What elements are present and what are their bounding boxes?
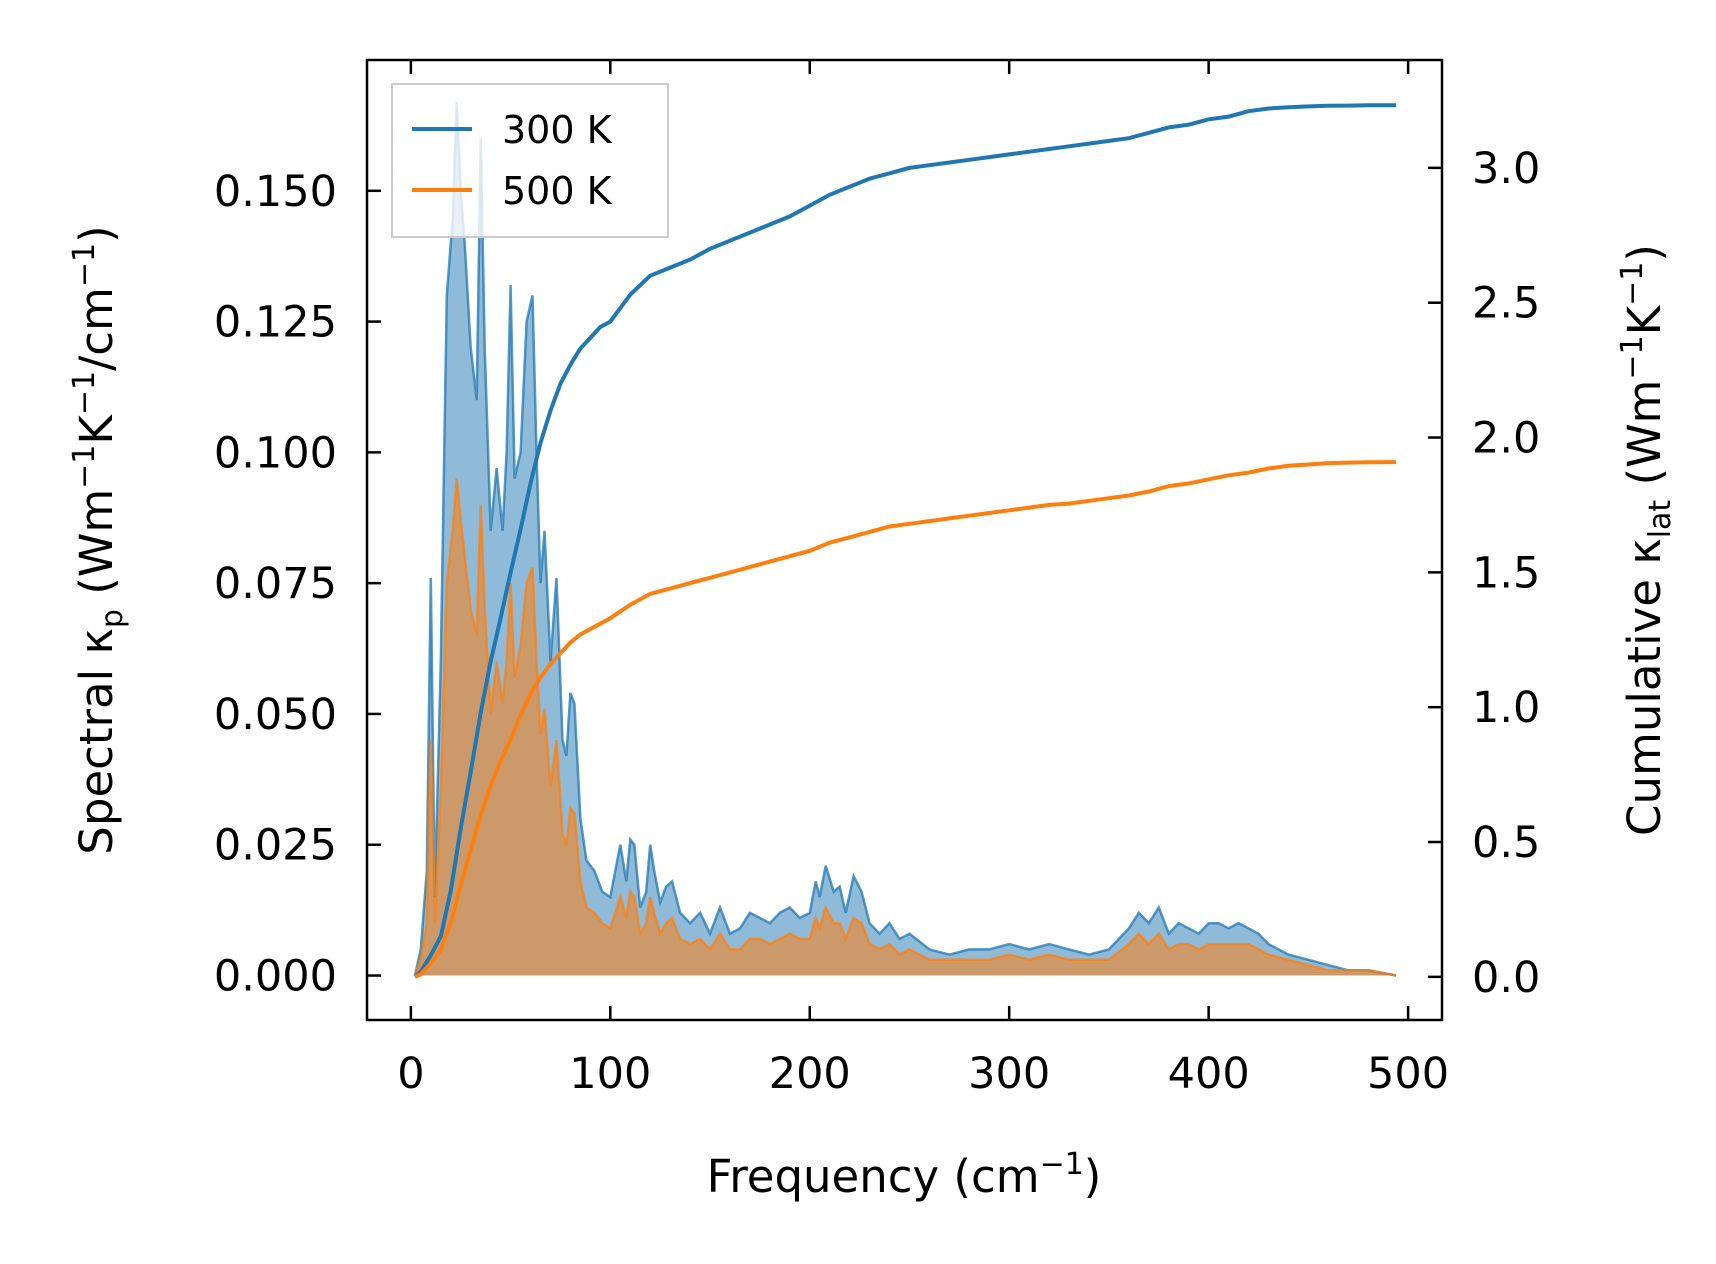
spectral-line-300k: [413, 101, 1397, 977]
y-left-tick-label: 0.150: [214, 167, 337, 217]
x-tick-label: 0: [397, 1049, 424, 1099]
axis-ticks: 0 100 200 300 400 500 0.000 0.025 0.050 0.075 0.10…: [214, 60, 1540, 1099]
plot-frame: [365, 58, 1444, 1022]
y-axis-right-label: Cumulative κlat (Wm−1K−1): [1615, 244, 1678, 836]
y-axis-left-label: Spectral κp (Wm−1K−1/cm−1): [67, 225, 130, 854]
y-left-tick-label: 0.050: [214, 690, 337, 740]
series-lines: [413, 103, 1397, 979]
x-tick-label: 500: [1367, 1049, 1449, 1099]
cumulative-line-500k: [414, 460, 1397, 979]
x-tick-label: 400: [1168, 1049, 1250, 1099]
legend: 300 K 500 K: [391, 83, 669, 238]
y-left-tick-label: 0.100: [214, 428, 337, 478]
y-left-tick-label: 0.000: [214, 952, 337, 1002]
x-tick-label: 300: [968, 1049, 1050, 1099]
spectral-fills: [413, 101, 1397, 977]
x-axis-label: Frequency (cm−1): [707, 1147, 1102, 1203]
x-tick-label: 100: [569, 1049, 651, 1099]
y-right-tick-label: 2.5: [1472, 279, 1540, 329]
legend-box: [391, 83, 669, 238]
y-right-tick-label: 1.5: [1472, 548, 1540, 598]
y-right-tick-label: 1.0: [1472, 683, 1540, 733]
legend-label-500k: 500 K: [502, 169, 613, 213]
spectral-fill-500k: [414, 478, 1397, 976]
legend-label-300k: 300 K: [502, 108, 613, 152]
y-left-tick-label: 0.125: [214, 298, 337, 348]
y-right-tick-label: 0.5: [1472, 818, 1540, 868]
y-right-tick-label: 0.0: [1472, 953, 1540, 1003]
y-right-tick-label: 2.0: [1472, 414, 1540, 464]
y-right-tick-label: 3.0: [1472, 144, 1540, 194]
y-left-tick-label: 0.075: [214, 559, 337, 609]
cumulative-line-300k: [413, 103, 1397, 979]
y-left-tick-label: 0.025: [214, 821, 337, 871]
x-tick-label: 200: [769, 1049, 851, 1099]
spectral-line-500k: [413, 478, 1397, 977]
